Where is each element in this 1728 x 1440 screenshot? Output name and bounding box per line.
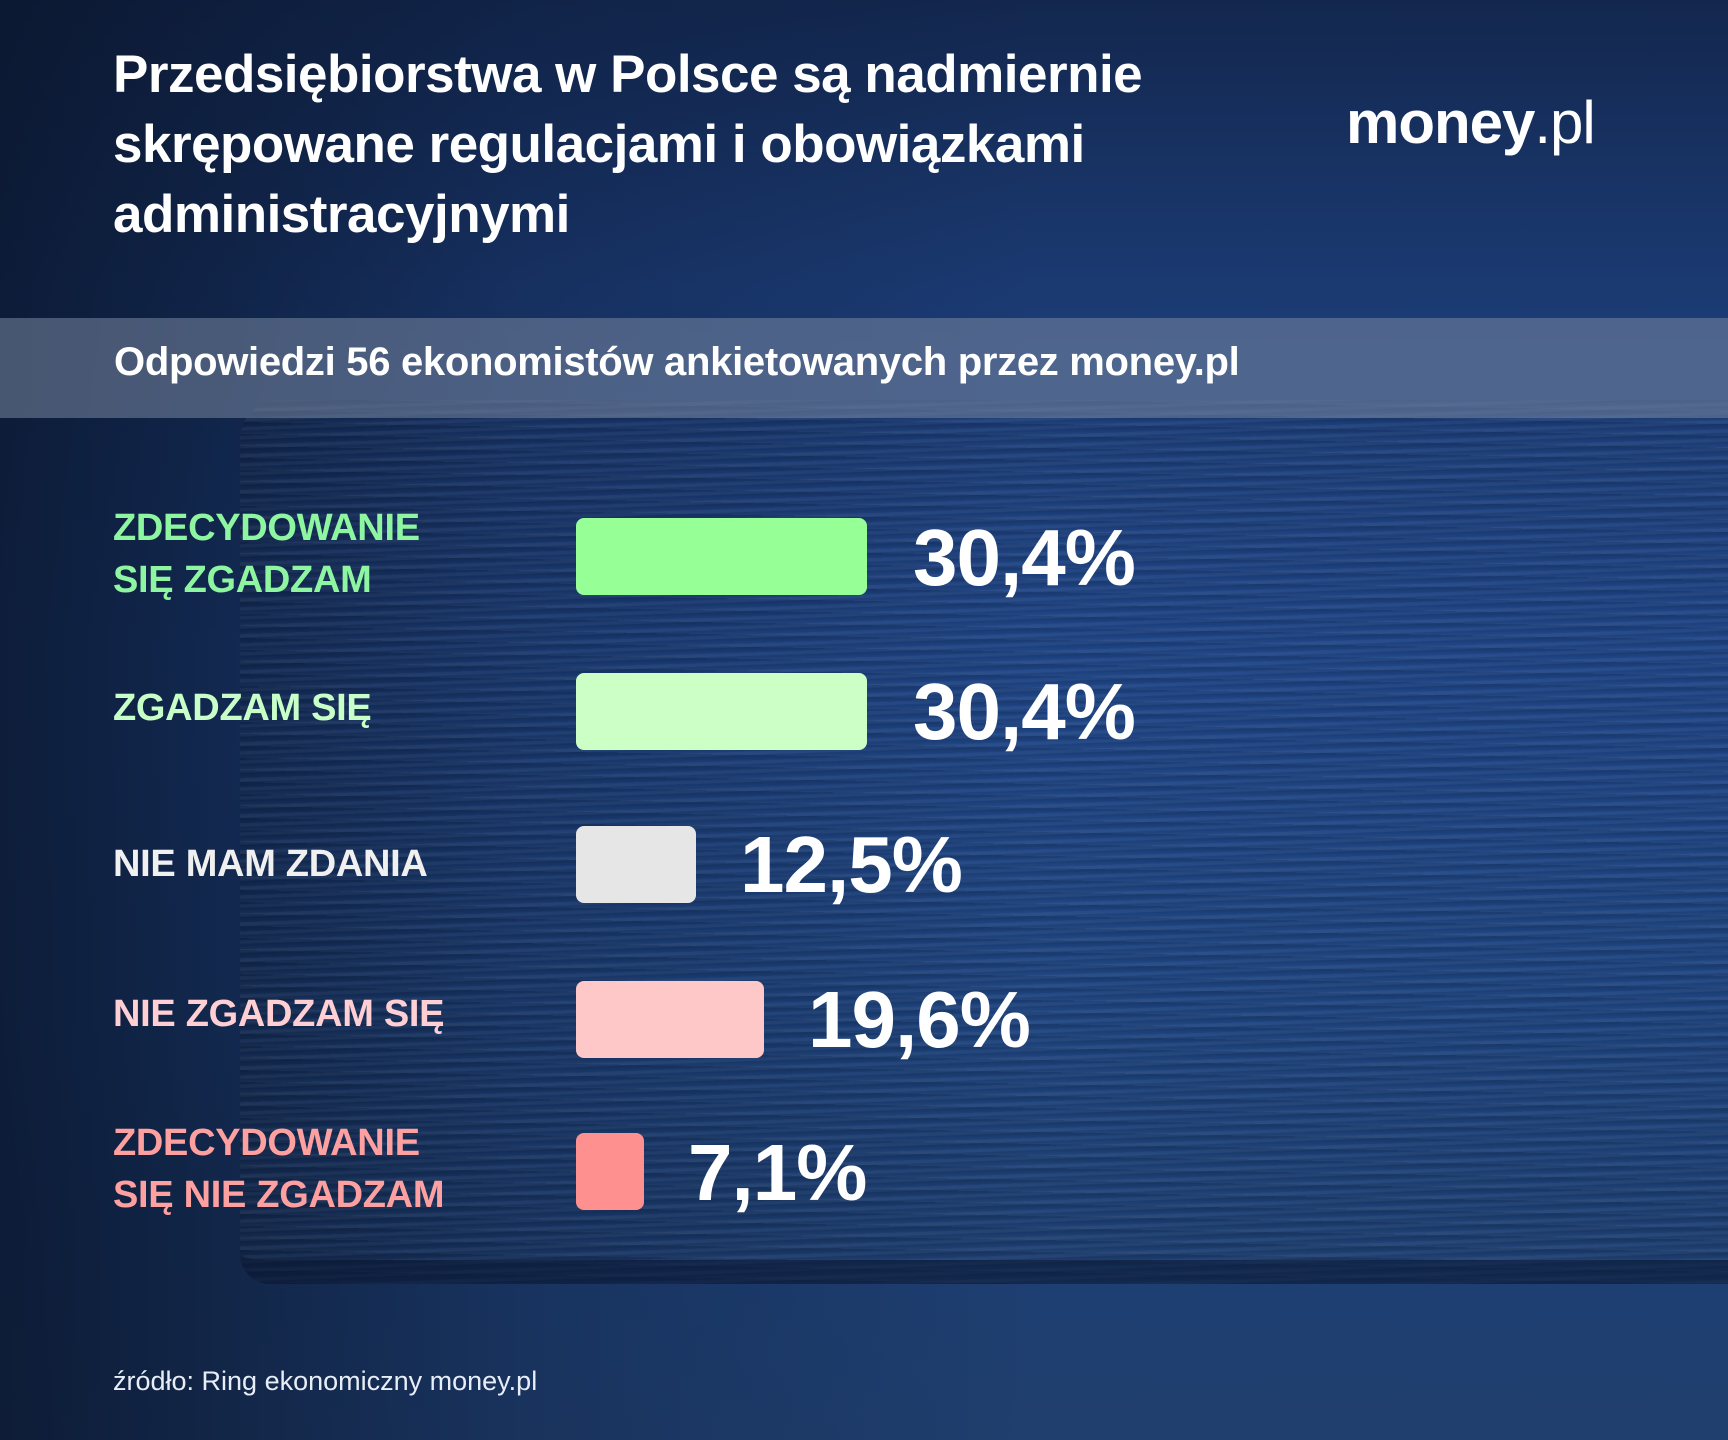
bar (576, 826, 696, 903)
value-label: 12,5% (740, 820, 963, 909)
label-line: ZDECYDOWANIE (113, 507, 420, 549)
value-label: 30,4% (913, 513, 1136, 602)
category-label: ZGADZAM SIĘ (113, 682, 372, 734)
category-label: NIE MAM ZDANIA (113, 838, 428, 890)
bar (576, 673, 867, 750)
category-label: ZDECYDOWANIE SIĘ ZGADZAM (113, 502, 420, 606)
logo-main: money (1346, 89, 1535, 156)
background-paper-stack (240, 400, 1728, 1284)
label-line: NIE ZGADZAM SIĘ (113, 993, 445, 1035)
chart-title: Przedsiębiorstwa w Polsce są nadmiernie … (113, 40, 1263, 250)
logo-suffix: .pl (1534, 89, 1595, 156)
category-label: ZDECYDOWANIE SIĘ NIE ZGADZAM (113, 1117, 444, 1221)
money-pl-logo: money.pl (1346, 88, 1596, 157)
source-note: źródło: Ring ekonomiczny money.pl (113, 1366, 538, 1396)
bar (576, 1133, 644, 1210)
bar (576, 518, 867, 595)
label-line: NIE MAM ZDANIA (113, 843, 428, 885)
label-line: SIĘ ZGADZAM (113, 559, 372, 601)
value-label: 30,4% (913, 667, 1136, 756)
label-line: SIĘ NIE ZGADZAM (113, 1174, 445, 1216)
chart-subtitle: Odpowiedzi 56 ekonomistów ankietowanych … (114, 340, 1240, 384)
bar (576, 981, 764, 1058)
category-label: NIE ZGADZAM SIĘ (113, 988, 444, 1040)
value-label: 19,6% (808, 975, 1031, 1064)
title-line-2: skrępowane regulacjami i obowiązkami (113, 115, 1085, 174)
label-line: ZGADZAM SIĘ (113, 687, 372, 729)
subtitle-band (0, 318, 1728, 418)
title-line-1: Przedsiębiorstwa w Polsce są nadmiernie (113, 45, 1143, 104)
label-line: ZDECYDOWANIE (113, 1122, 420, 1164)
title-line-3: administracyjnymi (113, 185, 570, 244)
value-label: 7,1% (688, 1128, 867, 1217)
